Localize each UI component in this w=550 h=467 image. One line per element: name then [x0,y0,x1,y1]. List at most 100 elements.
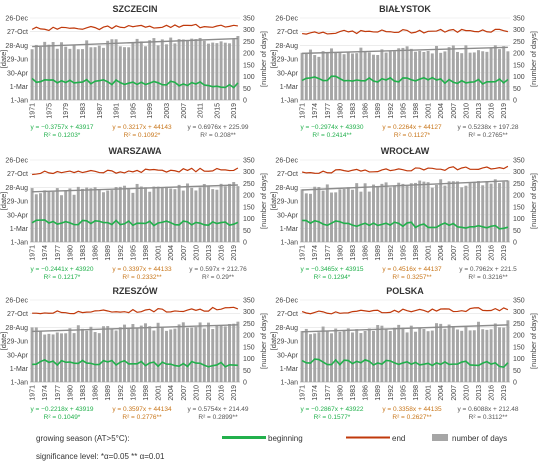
y-tick-label-left: 29-Jun [7,199,29,206]
bar-days [422,52,426,100]
y-axis-title-left: [date] [269,50,278,69]
bar-days [181,190,185,242]
regression-r2-days: R² = 0.208** [200,132,236,139]
x-tick-label: 2016 [219,385,226,401]
x-tick-label: 1983 [80,245,87,261]
bar-days [135,38,139,100]
regression-r2-days: R² = 0.3216** [468,274,508,281]
bar-days [68,48,72,100]
bar-days [477,321,480,382]
x-tick-label: 1995 [400,103,407,119]
bar-days [55,48,59,100]
trend-line-days [302,46,508,55]
series-line-end [32,306,239,315]
bar-days [160,39,164,100]
bar-days [198,187,202,242]
bar-days [219,183,223,242]
bar-days [39,193,42,242]
bar-days [215,324,219,382]
x-tick-label: 1971 [300,245,307,261]
x-tick-label: 2016 [489,245,496,261]
bar-days [68,188,72,242]
bar-days [139,186,143,242]
bar-days [359,333,363,382]
bar-days [156,45,160,100]
y-axis-title-right: [number of days] [259,313,268,369]
bar-days [359,47,363,100]
bar-days [342,188,346,242]
bar-days [300,331,304,382]
series-line-beginning [301,75,509,85]
chart-panel: POLSKA 1-Jan 1-Mar 30-Apr 29-Jun 28-Aug 27-Oct… [269,286,538,421]
x-tick-label: 1998 [413,245,420,261]
bar-days [207,43,210,100]
bar-days [464,185,468,242]
x-tick-label: 1983 [80,385,87,401]
bar-days [144,187,147,242]
bar-days [346,187,350,242]
chart-title: SZCZECIN [113,4,158,14]
bar-days [388,187,392,242]
y-tick-label-right: 150 [243,344,255,351]
x-tick-label: 1995 [130,385,137,401]
bar-days [351,189,354,242]
bar-days [55,188,59,242]
bar-days [321,51,325,100]
bar-days [338,189,342,242]
y-tick-label-left: 30-Apr [277,212,299,219]
y-tick-label-right: 300 [243,27,255,34]
bar-days [439,179,443,242]
regression-equation-begin: y = −0.3465x + 43915 [300,266,363,273]
bar-days [435,45,438,100]
bar-days [401,183,405,242]
bar-days [447,47,451,100]
bar-days [190,327,194,382]
bar-days [472,330,476,382]
bar-days [430,187,434,242]
y-tick-label-left: 29-Jun [277,199,299,206]
y-tick-label-right: 200 [243,193,255,200]
bar-days [106,190,110,242]
bar-days [304,328,308,382]
trend-line-days [32,324,238,333]
chart-panel: RZESZÓW 1-Jan 1-Mar 30-Apr 29-Jun 28-Aug 27-Oc… [0,285,268,421]
bar-days [367,52,371,100]
bar-days [502,46,506,100]
y-tick-label-right: 350 [513,158,525,165]
series-line-end [302,28,509,35]
bar-days [135,327,139,382]
bar-days [384,182,388,242]
x-tick-label: 1980 [337,245,344,261]
x-tick-label: 1998 [413,385,420,401]
bar-days [186,327,189,382]
bar-days [426,51,430,100]
regression-equation-days: y = 0.7962x + 221.5 [459,266,517,273]
y-tick-label-left: 30-Apr [7,352,29,359]
x-tick-label: 2007 [451,103,458,119]
x-tick-label: 1977 [55,385,62,401]
regression-equation-end: y = 0.3217x + 44143 [112,124,172,131]
bar-days [321,326,325,382]
bar-days [64,333,68,382]
x-tick-label: 2019 [501,103,508,119]
y-tick-label-right: 100 [243,216,255,223]
bar-days [207,185,210,242]
bar-days [300,52,304,100]
bar-days [85,187,89,242]
x-tick-label: 2004 [438,385,445,401]
regression-equation-end: y = 0.3397x + 44133 [112,266,172,273]
y-tick-label-left: 28-Aug [275,43,298,50]
bar-days [211,42,215,100]
trend-line-days [32,37,238,48]
y-axis-title-left: [date] [269,332,278,351]
series-line-beginning [31,219,239,227]
bar-days [144,323,147,382]
bar-days [81,328,84,382]
y-tick-label-left: 1-Jan [10,98,28,105]
x-tick-label: 1998 [413,103,420,119]
y-tick-label-left: 1-Mar [10,366,29,373]
bar-days [451,326,455,382]
bar-days [93,332,97,382]
y-tick-label-left: 1-Mar [280,84,299,91]
y-tick-label-right: 50 [243,228,251,235]
